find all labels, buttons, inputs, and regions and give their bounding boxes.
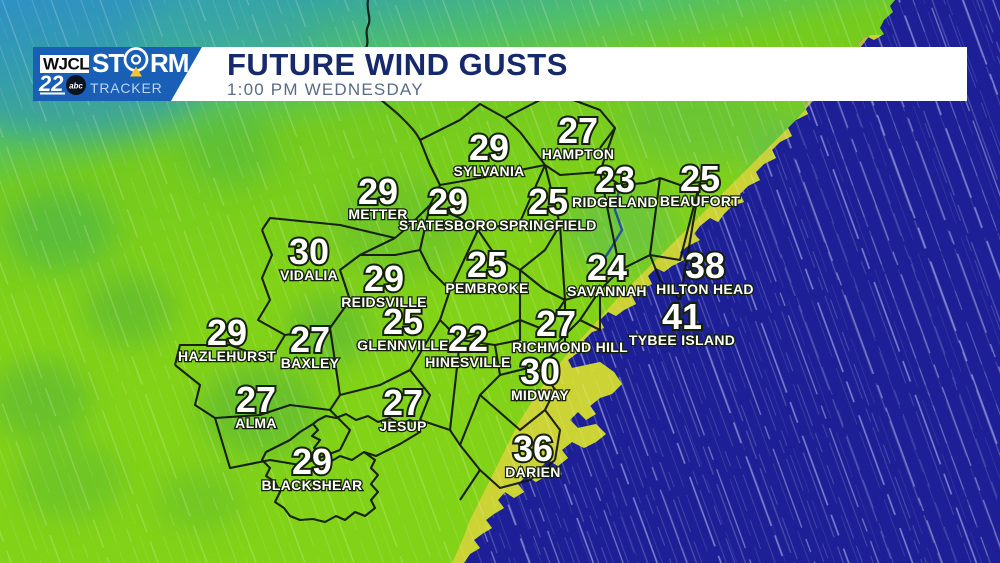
svg-text:SAVANNAH: SAVANNAH xyxy=(567,283,647,299)
svg-text:VIDALIA: VIDALIA xyxy=(280,267,338,283)
svg-text:27: 27 xyxy=(383,382,423,423)
svg-text:GLENNVILLE: GLENNVILLE xyxy=(357,337,449,353)
svg-text:25: 25 xyxy=(383,301,423,342)
svg-text:PEMBROKE: PEMBROKE xyxy=(445,280,528,296)
svg-text:RIDGELAND: RIDGELAND xyxy=(572,194,658,210)
svg-text:SPRINGFIELD: SPRINGFIELD xyxy=(499,217,596,233)
svg-text:25: 25 xyxy=(467,244,507,285)
svg-text:41: 41 xyxy=(662,296,702,337)
svg-text:HINESVILLE: HINESVILLE xyxy=(425,354,510,370)
svg-text:27: 27 xyxy=(536,303,576,344)
svg-text:HAZLEHURST: HAZLEHURST xyxy=(178,348,276,364)
svg-text:SYLVANIA: SYLVANIA xyxy=(453,163,524,179)
svg-text:22: 22 xyxy=(448,318,488,359)
svg-text:BLACKSHEAR: BLACKSHEAR xyxy=(262,477,363,493)
svg-text:27: 27 xyxy=(558,110,598,151)
svg-text:36: 36 xyxy=(513,428,553,469)
svg-text:JESUP: JESUP xyxy=(379,418,426,434)
svg-text:27: 27 xyxy=(290,319,330,360)
svg-text:30: 30 xyxy=(289,231,329,272)
svg-text:HILTON HEAD: HILTON HEAD xyxy=(656,281,754,297)
svg-text:25: 25 xyxy=(528,181,568,222)
svg-text:BAXLEY: BAXLEY xyxy=(281,355,340,371)
svg-text:STATESBORO: STATESBORO xyxy=(399,217,497,233)
svg-text:30: 30 xyxy=(520,351,560,392)
svg-text:24: 24 xyxy=(587,247,627,288)
svg-text:38: 38 xyxy=(685,245,725,286)
svg-text:MIDWAY: MIDWAY xyxy=(511,387,569,403)
svg-text:29: 29 xyxy=(364,258,404,299)
svg-text:DARIEN: DARIEN xyxy=(505,464,560,480)
svg-text:29: 29 xyxy=(207,312,247,353)
svg-text:27: 27 xyxy=(236,379,276,420)
svg-text:BEAUFORT: BEAUFORT xyxy=(660,193,740,209)
svg-text:ALMA: ALMA xyxy=(235,415,277,431)
svg-text:29: 29 xyxy=(469,127,509,168)
svg-text:TYBEE ISLAND: TYBEE ISLAND xyxy=(629,332,735,348)
svg-text:29: 29 xyxy=(428,181,468,222)
svg-text:29: 29 xyxy=(292,441,332,482)
